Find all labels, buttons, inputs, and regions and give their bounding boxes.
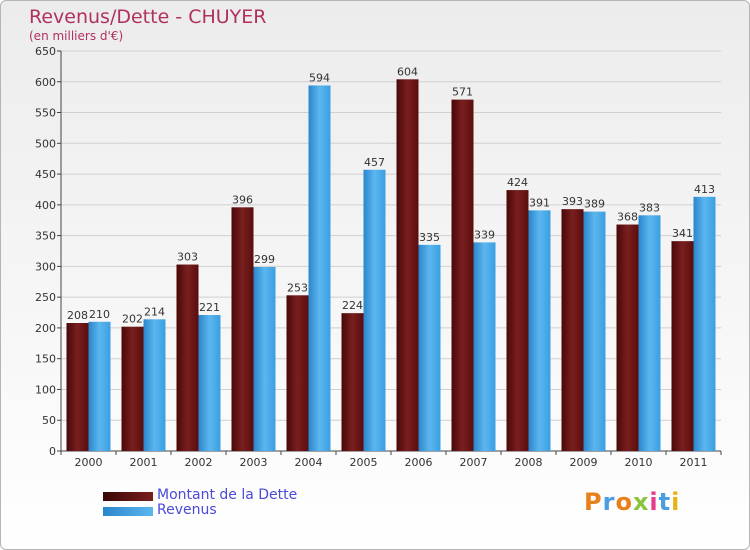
- logo-letter: P: [584, 488, 603, 516]
- revenus-bar: [308, 85, 331, 451]
- y-tick-label: 300: [35, 260, 56, 273]
- x-tick-label: 2006: [405, 456, 433, 469]
- y-tick-label: 550: [35, 107, 56, 120]
- x-tick-label: 2010: [625, 456, 653, 469]
- dette-bar: [66, 323, 89, 451]
- revenus-bar: [418, 244, 441, 451]
- x-tick-label: 2001: [130, 456, 158, 469]
- revenus-bar: [528, 210, 551, 451]
- revenus-value-label: 389: [584, 198, 605, 211]
- revenus-value-label: 214: [144, 305, 165, 318]
- revenus-bar: [253, 267, 276, 451]
- y-tick-label: 0: [49, 445, 56, 458]
- y-tick-label: 350: [35, 230, 56, 243]
- revenus-value-label: 594: [309, 71, 330, 84]
- revenus-value-label: 391: [529, 196, 550, 209]
- x-tick-label: 2003: [240, 456, 268, 469]
- y-tick-label: 100: [35, 383, 56, 396]
- y-tick-label: 650: [35, 45, 56, 58]
- revenus-bar: [198, 315, 221, 451]
- y-tick-label: 600: [35, 76, 56, 89]
- x-tick-label: 2004: [295, 456, 323, 469]
- x-tick-label: 2008: [515, 456, 543, 469]
- x-tick-label: 2002: [185, 456, 213, 469]
- dette-bar: [396, 79, 419, 452]
- dette-value-label: 303: [177, 251, 198, 264]
- revenus-bar: [473, 242, 496, 451]
- revenus-value-label: 413: [694, 183, 715, 196]
- revenus-bar: [583, 211, 606, 451]
- logo-letter: i: [649, 488, 659, 516]
- legend-label-revenus: Revenus: [157, 502, 217, 518]
- revenus-value-label: 457: [364, 156, 385, 169]
- chart-title: Revenus/Dette - CHUYER: [29, 6, 267, 28]
- dette-value-label: 604: [397, 65, 418, 78]
- logo-letter: i: [671, 488, 681, 516]
- dette-value-label: 571: [452, 86, 473, 99]
- y-tick-label: 150: [35, 353, 56, 366]
- logo-letter: r: [602, 488, 616, 516]
- y-tick-label: 50: [42, 414, 56, 427]
- revenus-bar: [638, 215, 661, 451]
- dette-bar: [671, 241, 694, 451]
- dette-bar: [231, 207, 254, 451]
- dette-value-label: 224: [342, 299, 363, 312]
- x-tick-label: 2000: [75, 456, 103, 469]
- revenus-value-label: 335: [419, 231, 440, 244]
- revenus-value-label: 383: [639, 201, 660, 214]
- y-tick-label: 250: [35, 291, 56, 304]
- dette-bar: [341, 313, 364, 451]
- revenus-value-label: 210: [89, 308, 110, 321]
- x-tick-label: 2009: [570, 456, 598, 469]
- dette-value-label: 424: [507, 176, 528, 189]
- logo-letter: x: [632, 488, 650, 516]
- dette-bar: [561, 209, 584, 451]
- dette-bar: [506, 190, 529, 452]
- dette-bar: [451, 99, 474, 451]
- revenus-bar: [143, 319, 166, 451]
- revenus-value-label: 299: [254, 253, 275, 266]
- dette-value-label: 341: [672, 227, 693, 240]
- dette-value-label: 202: [122, 313, 143, 326]
- proxiti-logo: Proxiti: [584, 488, 680, 516]
- legend-swatch-dette: [103, 492, 153, 501]
- dette-value-label: 393: [562, 195, 583, 208]
- logo-letter: t: [658, 488, 672, 516]
- dette-value-label: 368: [617, 211, 638, 224]
- dette-bar: [121, 326, 144, 451]
- y-tick-label: 200: [35, 322, 56, 335]
- legend-swatch-revenus: [103, 507, 153, 516]
- y-tick-label: 500: [35, 137, 56, 150]
- dette-value-label: 253: [287, 281, 308, 294]
- revenus-value-label: 339: [474, 228, 495, 241]
- revenus-bar: [693, 196, 716, 451]
- dette-bar: [176, 264, 199, 451]
- x-tick-label: 2005: [350, 456, 378, 469]
- legend-label-dette: Montant de la Dette: [157, 487, 298, 503]
- revenus-bar: [88, 321, 111, 451]
- chart-subtitle: (en milliers d'€): [29, 29, 124, 43]
- revenus-value-label: 221: [199, 301, 220, 314]
- dette-value-label: 396: [232, 193, 253, 206]
- dette-value-label: 208: [67, 309, 88, 322]
- x-tick-label: 2011: [680, 456, 708, 469]
- y-tick-label: 450: [35, 168, 56, 181]
- x-tick-label: 2007: [460, 456, 488, 469]
- logo-letter: o: [615, 488, 633, 516]
- revenus-bar: [363, 169, 386, 451]
- y-tick-label: 400: [35, 199, 56, 212]
- dette-bar: [616, 224, 639, 451]
- dette-bar: [286, 295, 309, 451]
